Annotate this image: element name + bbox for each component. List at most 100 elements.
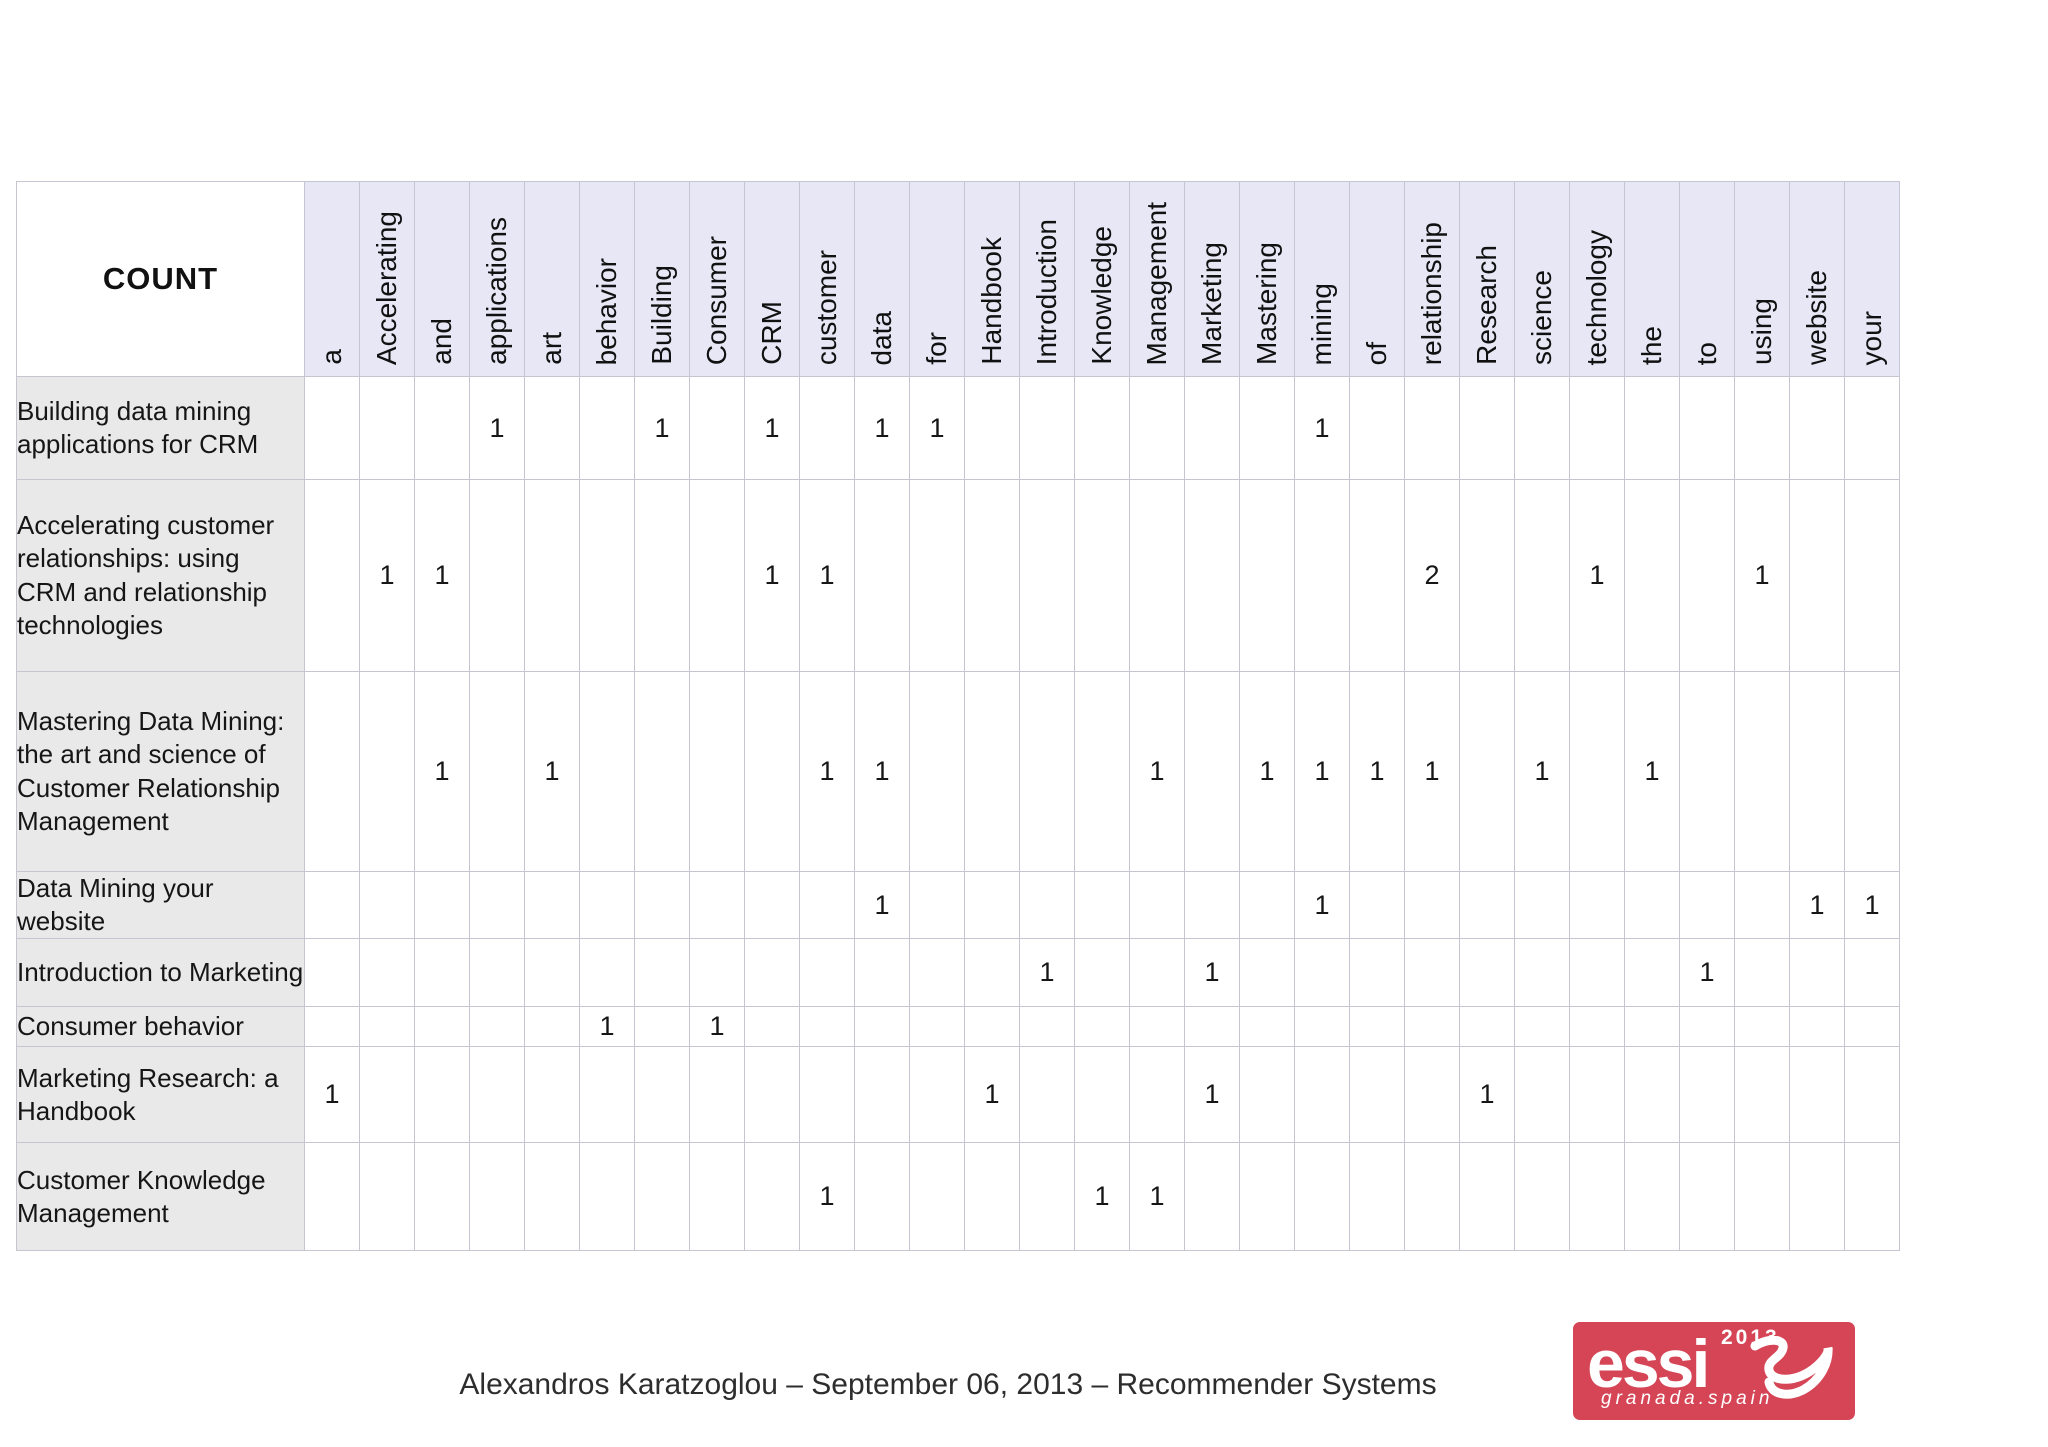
count-cell	[634, 1046, 690, 1144]
count-cell	[1514, 870, 1570, 940]
column-header-Handbook: Handbook	[964, 181, 1020, 377]
count-cell: 1	[1514, 671, 1570, 872]
count-cell	[1734, 938, 1790, 1008]
count-cell	[1459, 870, 1515, 940]
count-cell	[1294, 1006, 1350, 1048]
count-cell: 1	[1184, 938, 1240, 1008]
count-cell	[744, 1142, 800, 1252]
count-cell	[1679, 1006, 1735, 1048]
count-cell: 1	[854, 870, 910, 940]
count-cell	[1129, 479, 1185, 672]
count-cell	[359, 1046, 415, 1144]
count-cell	[359, 376, 415, 480]
count-cell	[1239, 1006, 1295, 1048]
count-cell	[1569, 1006, 1625, 1048]
count-cell	[1569, 870, 1625, 940]
count-cell	[1624, 1046, 1680, 1144]
count-cell	[1349, 938, 1405, 1008]
count-cell: 1	[1019, 938, 1075, 1008]
count-cell: 1	[854, 376, 910, 480]
count-cell	[304, 1142, 360, 1252]
count-cell	[1734, 376, 1790, 480]
column-header-using: using	[1734, 181, 1790, 377]
count-cell	[1239, 1046, 1295, 1144]
count-cell	[1679, 1142, 1735, 1252]
count-cell	[1569, 376, 1625, 480]
column-header-Mastering: Mastering	[1239, 181, 1295, 377]
count-cell	[469, 1006, 525, 1048]
count-cell	[414, 1006, 470, 1048]
count-cell	[579, 1142, 635, 1252]
count-cell	[689, 938, 745, 1008]
table-row: Accelerating customer relationships: usi…	[16, 479, 1900, 672]
count-cell	[1074, 1046, 1130, 1144]
count-cell	[524, 938, 580, 1008]
count-cell	[1624, 870, 1680, 940]
count-cell	[1349, 376, 1405, 480]
count-cell	[524, 870, 580, 940]
column-header-website: website	[1789, 181, 1845, 377]
count-cell	[744, 1006, 800, 1048]
count-cell	[359, 938, 415, 1008]
count-cell	[1184, 1006, 1240, 1048]
count-cell	[1789, 938, 1845, 1008]
count-cell	[909, 938, 965, 1008]
header-row: COUNT a Accelerating and applications art beh…	[16, 181, 1900, 377]
count-cell	[359, 1142, 415, 1252]
count-cell	[964, 671, 1020, 872]
count-cell	[1459, 938, 1515, 1008]
count-cell	[1239, 479, 1295, 672]
column-header-Knowledge: Knowledge	[1074, 181, 1130, 377]
count-cell	[634, 479, 690, 672]
count-cell	[689, 376, 745, 480]
table-row: Mastering Data Mining: the art and scien…	[16, 671, 1900, 872]
table-row: Building data mining applications for CR…	[16, 376, 1900, 480]
count-cell	[1404, 870, 1460, 940]
count-cell: 1	[1734, 479, 1790, 672]
column-header-your: your	[1844, 181, 1900, 377]
count-cell	[1404, 1046, 1460, 1144]
count-cell	[469, 1142, 525, 1252]
column-header-Marketing: Marketing	[1184, 181, 1240, 377]
column-header-Introduction: Introduction	[1019, 181, 1075, 377]
count-cell	[1734, 1006, 1790, 1048]
count-cell	[1844, 479, 1900, 672]
count-cell	[414, 1046, 470, 1144]
count-cell: 1	[359, 479, 415, 672]
count-cell	[1734, 1046, 1790, 1144]
count-cell	[579, 938, 635, 1008]
count-cell	[1844, 938, 1900, 1008]
count-cell	[1074, 938, 1130, 1008]
count-cell	[799, 1006, 855, 1048]
count-cell	[1074, 1006, 1130, 1048]
count-cell	[1459, 1006, 1515, 1048]
count-cell: 1	[1074, 1142, 1130, 1252]
count-cell	[634, 1142, 690, 1252]
count-cell	[1019, 1046, 1075, 1144]
count-cell	[1019, 1006, 1075, 1048]
count-cell: 1	[1129, 1142, 1185, 1252]
count-cell	[1514, 479, 1570, 672]
column-header-a: a	[304, 181, 360, 377]
count-cell: 1	[414, 671, 470, 872]
count-cell	[964, 938, 1020, 1008]
row-label: Mastering Data Mining: the art and scien…	[16, 671, 305, 872]
count-cell	[1514, 1142, 1570, 1252]
logo-wordmark: essi	[1587, 1326, 1710, 1402]
count-cell	[1349, 479, 1405, 672]
table-row: Consumer behavior 1 1	[16, 1006, 1900, 1048]
column-header-data: data	[854, 181, 910, 377]
count-cell	[1349, 870, 1405, 940]
count-cell	[414, 870, 470, 940]
count-cell: 1	[634, 376, 690, 480]
count-cell	[1019, 376, 1075, 480]
count-cell: 1	[799, 671, 855, 872]
column-header-Research: Research	[1459, 181, 1515, 377]
count-cell	[1514, 376, 1570, 480]
count-cell	[1569, 938, 1625, 1008]
count-cell	[1404, 938, 1460, 1008]
count-cell: 1	[304, 1046, 360, 1144]
count-cell: 1	[744, 376, 800, 480]
count-cell	[964, 479, 1020, 672]
